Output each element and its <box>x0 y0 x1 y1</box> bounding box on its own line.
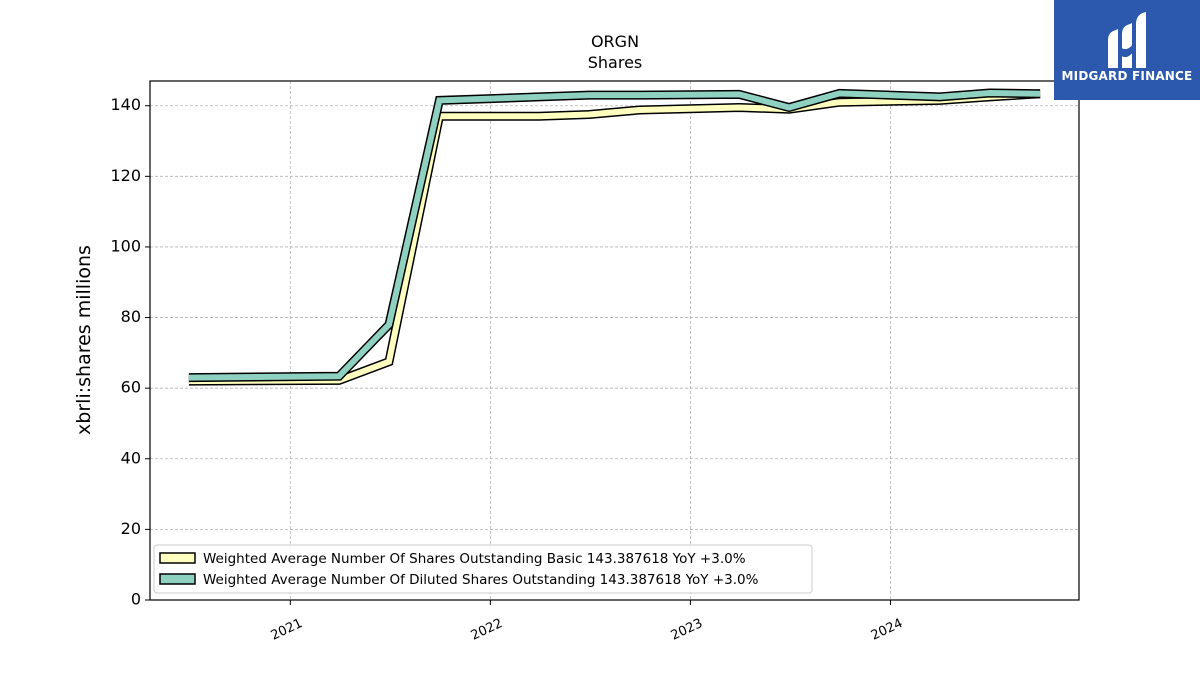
legend-box <box>153 544 813 594</box>
y-tick-label: 40 <box>121 448 141 467</box>
y-tick-label: 140 <box>110 95 141 114</box>
y-tick-label: 60 <box>121 378 141 397</box>
y-tick-label: 80 <box>121 307 141 326</box>
x-tick-label: 2024 <box>869 616 905 644</box>
y-tick-label: 20 <box>121 519 141 538</box>
legend-label-basic: Weighted Average Number Of Shares Outsta… <box>203 551 746 567</box>
brand-logo: MIDGARD FINANCE <box>1054 0 1200 100</box>
series-line-0 <box>188 90 1041 385</box>
brand-name: MIDGARD FINANCE <box>1061 69 1193 83</box>
legend-label-diluted: Weighted Average Number Of Diluted Share… <box>203 572 759 588</box>
chart-subtitle: Shares <box>588 53 643 72</box>
legend-swatch-basic <box>159 552 196 564</box>
grid <box>150 81 1079 600</box>
midgard-logo-icon <box>1108 12 1146 68</box>
series-line-1 <box>188 89 1041 381</box>
series-lines <box>188 88 1041 386</box>
series-outline-0 <box>188 89 1041 386</box>
legend: Weighted Average Number Of Shares Outsta… <box>153 544 813 594</box>
y-tick-label: 120 <box>110 166 141 185</box>
x-tick-label: 2022 <box>469 616 505 644</box>
plot-frame <box>149 80 1080 601</box>
y-tick-label: 0 <box>131 590 141 609</box>
legend-swatch-diluted <box>159 573 196 585</box>
y-tick-label: 100 <box>110 236 141 255</box>
chart-title: ORGN <box>591 32 639 51</box>
series-outline-1 <box>188 88 1041 383</box>
x-tick-label: 2023 <box>669 616 705 644</box>
y-axis-label: xbrli:shares millions <box>73 245 95 435</box>
x-tick-label: 2021 <box>269 616 305 644</box>
